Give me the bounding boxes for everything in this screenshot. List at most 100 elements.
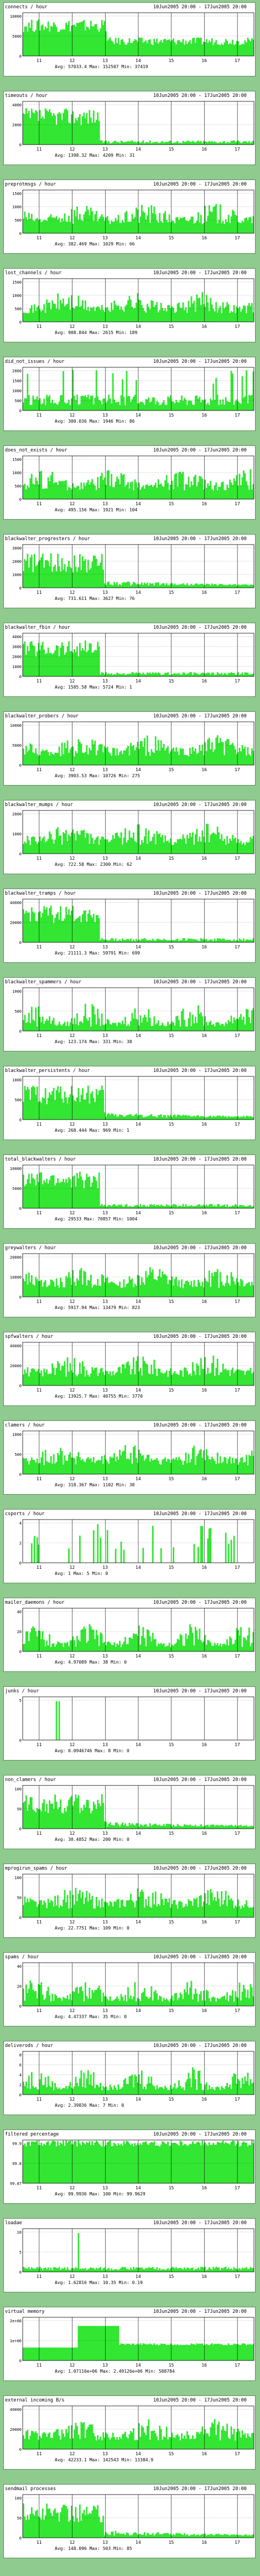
data-bar [138, 939, 140, 942]
data-bar [123, 474, 125, 499]
data-bar [39, 1809, 41, 1829]
data-bar [200, 1449, 202, 1474]
data-bar [46, 750, 48, 765]
data-bar [212, 1206, 215, 1208]
graph-svg: mprogirun_spams / hour 10Jun2005 20:00 - … [5, 1866, 254, 1931]
data-bar [149, 1267, 151, 1297]
data-bar [133, 397, 134, 410]
data-bar [133, 41, 134, 56]
data-bar [69, 1993, 71, 2006]
data-bar [236, 1018, 238, 1031]
data-bar [240, 223, 242, 233]
data-bar [91, 917, 93, 942]
data-bar [204, 42, 206, 56]
data-bar [138, 1025, 140, 1031]
data-bar [149, 756, 151, 765]
data-bar [108, 673, 110, 676]
data-bar [23, 312, 24, 322]
data-bar [35, 2087, 37, 2095]
data-bar [162, 747, 164, 765]
data-bar [64, 2146, 66, 2183]
data-bar [81, 300, 84, 322]
data-bar [115, 402, 117, 410]
data-bar [182, 2145, 184, 2183]
data-bar [50, 1095, 52, 1120]
data-bar [152, 1633, 154, 1651]
data-bar [80, 219, 82, 233]
data-bar [102, 1372, 105, 1386]
data-bar [124, 486, 126, 499]
data-bar [65, 571, 67, 588]
data-bar [134, 941, 136, 942]
data-bar [215, 1271, 217, 1297]
data-bar [165, 2144, 168, 2183]
data-bar [87, 833, 89, 854]
data-bar [193, 939, 195, 942]
data-bar [240, 1825, 242, 1829]
data-bar [190, 296, 193, 322]
data-bar [225, 1891, 227, 1917]
data-bar [84, 752, 86, 765]
data-bar [241, 940, 243, 942]
data-bar [108, 842, 110, 854]
data-bar [167, 1022, 169, 1031]
data-bar [181, 940, 183, 942]
data-bar [175, 843, 177, 854]
data-bar [225, 1645, 227, 1651]
data-bar [210, 141, 212, 145]
data-bar [90, 1999, 92, 2006]
data-bar [249, 1205, 252, 1208]
x-tick-label: 12 [70, 413, 75, 418]
data-bar [98, 918, 100, 942]
data-bar [174, 2083, 176, 2095]
data-bar [24, 114, 26, 145]
graph-svg: clamers / hour 10Jun2005 20:00 - 17Jun200… [5, 1423, 254, 1487]
data-bar [71, 1187, 72, 1208]
data-bar [95, 650, 97, 676]
data-bar [188, 1374, 190, 1386]
data-bar [171, 2266, 173, 2272]
data-bar [32, 752, 34, 765]
data-bar [222, 220, 224, 233]
data-bar [142, 1205, 144, 1208]
data-bar [146, 1116, 148, 1120]
data-bar [168, 674, 170, 676]
data-bar [154, 42, 157, 56]
data-bar [139, 1015, 142, 1031]
data-bar [230, 1638, 232, 1651]
data-bar [100, 839, 102, 854]
data-bar [64, 918, 66, 942]
data-bar [39, 309, 41, 322]
data-bar [119, 223, 121, 233]
data-bar [71, 1285, 72, 1297]
data-bar [113, 141, 115, 145]
data-bar [197, 1115, 199, 1120]
data-bar [100, 1632, 102, 1651]
data-bar [181, 1460, 183, 1474]
data-bar [63, 298, 64, 322]
data-bar [109, 1996, 111, 2006]
x-tick-label: 14 [136, 235, 141, 240]
data-bar [237, 2141, 239, 2183]
y-tick-label: 5000 [12, 34, 22, 39]
data-bar [115, 833, 117, 854]
data-bar [181, 143, 183, 145]
data-bar [46, 1369, 48, 1386]
data-bar [247, 2072, 249, 2095]
data-bar [143, 42, 145, 56]
data-bar [103, 20, 106, 56]
data-bar [232, 584, 233, 588]
data-bar [247, 1906, 249, 1917]
x-tick-label: 16 [201, 1476, 207, 1481]
data-bar [41, 913, 44, 942]
data-bar [25, 312, 27, 322]
graph-panel: deliverods / hour 10Jun2005 20:00 - 17Jun… [3, 2041, 256, 2115]
data-bar [134, 1008, 136, 1031]
data-bar [188, 1825, 190, 1829]
data-bar [221, 584, 223, 588]
data-bar [167, 1284, 169, 1297]
data-bar [100, 1368, 102, 1386]
data-bar [81, 2268, 84, 2272]
data-bar [204, 2142, 206, 2183]
data-bar [226, 1463, 228, 1474]
